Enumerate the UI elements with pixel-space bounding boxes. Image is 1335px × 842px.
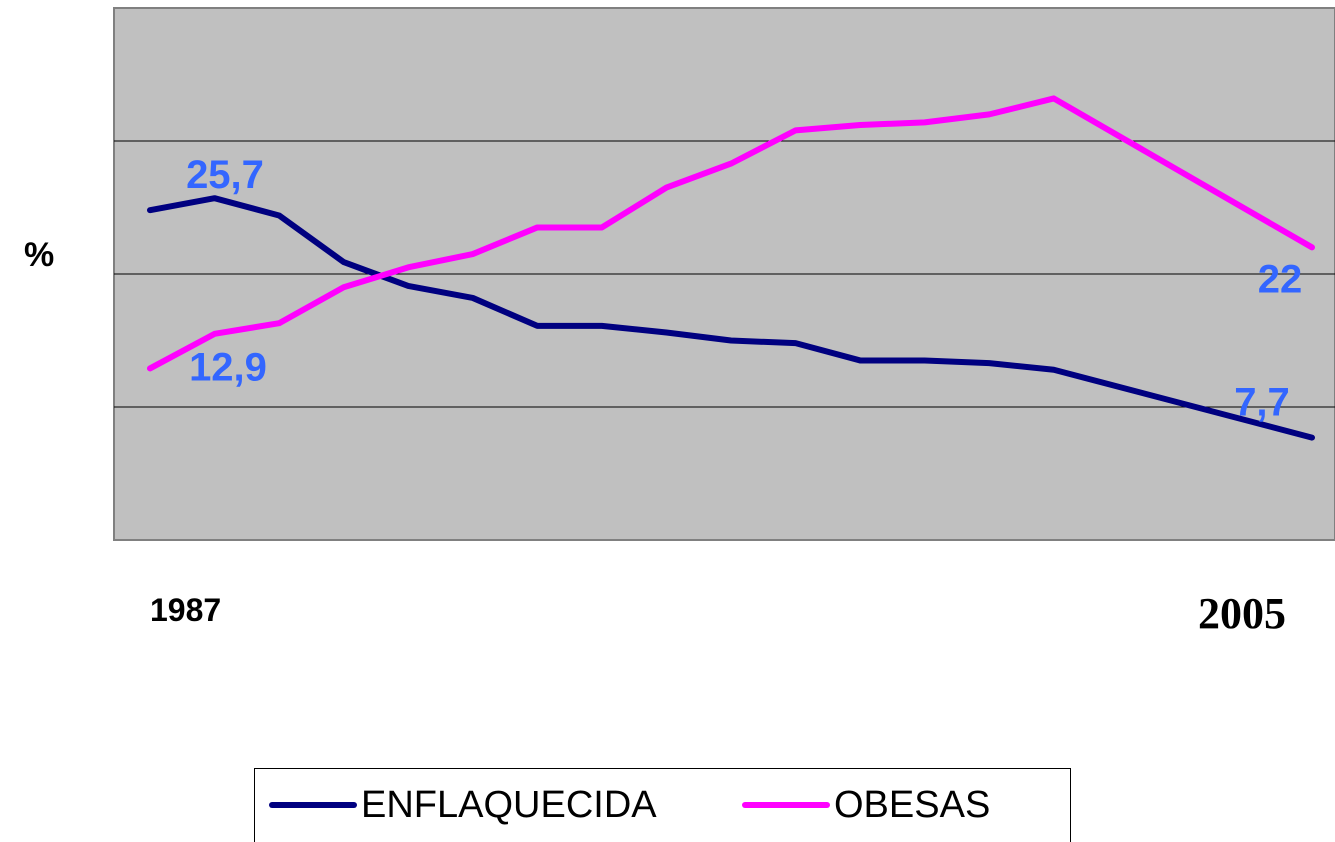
data-labels: 25,7 12,9 22 7,7 — [186, 153, 1302, 424]
legend-swatch-obesas — [742, 802, 830, 808]
legend-item-obesas: OBESAS — [742, 783, 990, 827]
y-axis-label: % — [24, 236, 55, 274]
series-line-enflaquecida — [147, 195, 1315, 441]
x-tick-last: 2005 — [1198, 589, 1286, 638]
series-lines — [147, 95, 1315, 441]
legend-label-obesas: OBESAS — [834, 784, 991, 826]
legend-item-enflaquecida: ENFLAQUECIDA — [269, 783, 657, 827]
data-label: 25,7 — [186, 153, 264, 197]
legend-label-enflaquecida: ENFLAQUECIDA — [361, 784, 657, 826]
legend: ENFLAQUECIDA OBESAS — [254, 768, 1071, 842]
x-tick-first: 1987 — [150, 592, 222, 628]
legend-swatch-enflaquecida — [269, 802, 357, 808]
data-label: 12,9 — [189, 345, 267, 389]
data-label: 7,7 — [1234, 381, 1290, 425]
data-label: 22 — [1258, 257, 1303, 301]
series-line-obesas — [147, 95, 1315, 372]
